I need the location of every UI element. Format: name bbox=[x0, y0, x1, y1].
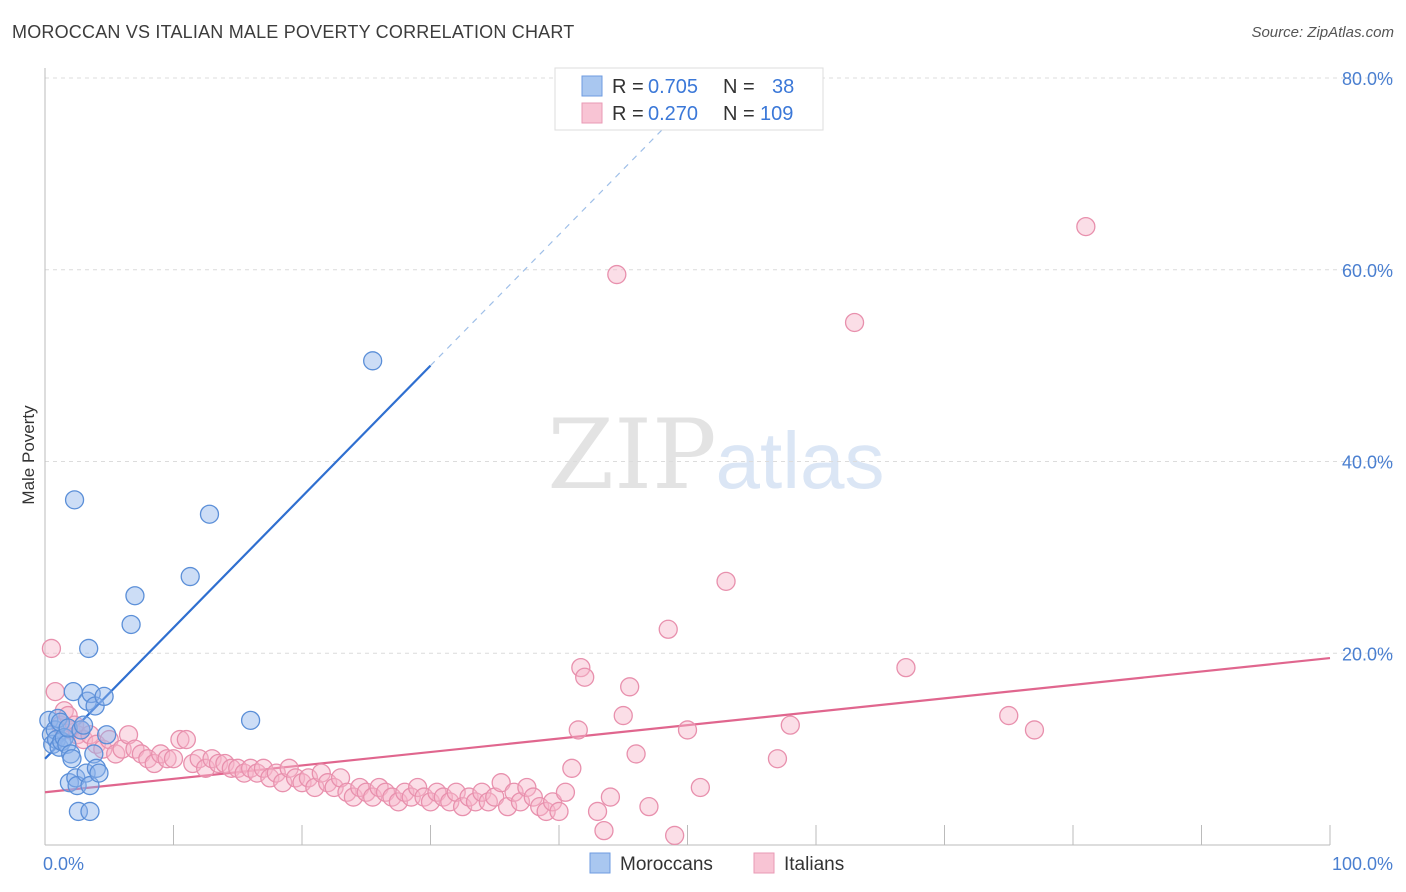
source-credit: Source: ZipAtlas.com bbox=[1251, 24, 1394, 41]
point-italians-103 bbox=[780, 715, 800, 735]
point-italians-84 bbox=[555, 782, 576, 802]
y-tick-label-3: 80.0% bbox=[1342, 69, 1393, 89]
point-italians-79 bbox=[523, 787, 543, 807]
watermark-atlas: atlas bbox=[716, 416, 885, 505]
point-italians-1 bbox=[45, 681, 65, 702]
x-tick-label-1: 100.0% bbox=[1332, 854, 1393, 874]
legend-r-label-1: R = bbox=[612, 76, 644, 98]
point-italians-61 bbox=[407, 777, 428, 798]
y-tick-label-0: 20.0% bbox=[1342, 644, 1393, 664]
data-points bbox=[39, 216, 1096, 846]
legend-r-value-2: 0.270 bbox=[648, 103, 698, 125]
point-italians-104 bbox=[844, 312, 865, 333]
legend-r-value-1: 0.705 bbox=[648, 76, 698, 98]
point-italians-87 bbox=[571, 657, 591, 678]
point-moroccans-10 bbox=[57, 734, 77, 754]
point-italians-41 bbox=[279, 758, 299, 778]
point-moroccans-31 bbox=[89, 763, 109, 783]
y-tick-label-1: 40.0% bbox=[1342, 453, 1393, 473]
point-italians-94 bbox=[620, 677, 640, 697]
point-italians-99 bbox=[677, 720, 698, 740]
axes bbox=[44, 68, 1331, 846]
point-italians-100 bbox=[690, 777, 710, 798]
point-moroccans-39 bbox=[363, 351, 383, 371]
point-italians-24 bbox=[170, 729, 190, 750]
point-italians-95 bbox=[626, 744, 646, 764]
point-italians-90 bbox=[594, 820, 614, 841]
point-moroccans-25 bbox=[80, 801, 100, 822]
chart-title: MOROCCAN VS ITALIAN MALE POVERTY CORRELA… bbox=[12, 22, 575, 42]
legend-n-label-1: N = bbox=[723, 76, 755, 98]
bottom-legend: Moroccans Italians bbox=[589, 852, 844, 875]
point-italians-101 bbox=[716, 571, 736, 591]
point-italians-105 bbox=[896, 657, 916, 678]
legend-n-value-2: 109 bbox=[760, 103, 793, 125]
point-italians-78 bbox=[517, 777, 537, 798]
point-italians-92 bbox=[607, 264, 627, 285]
point-italians-98 bbox=[665, 825, 685, 846]
legend-swatch-italians bbox=[581, 102, 603, 124]
point-moroccans-36 bbox=[180, 566, 200, 587]
stats-legend: R = 0.705 N = 38 R = 0.270 N = 109 bbox=[554, 67, 824, 131]
point-italians-102 bbox=[767, 749, 788, 769]
point-italians-10 bbox=[80, 725, 100, 745]
point-italians-25 bbox=[176, 729, 197, 750]
y-axis-title: Male Poverty bbox=[19, 405, 38, 505]
gridlines bbox=[45, 77, 1395, 654]
bottom-legend-label-moroccans: Moroccans bbox=[620, 854, 713, 875]
point-moroccans-34 bbox=[121, 614, 141, 635]
point-italians-106 bbox=[999, 705, 1019, 726]
point-moroccans-37 bbox=[199, 504, 220, 524]
point-italians-85 bbox=[562, 758, 582, 778]
point-italians-23 bbox=[163, 749, 184, 769]
point-italians-107 bbox=[1024, 720, 1045, 740]
point-moroccans-35 bbox=[125, 586, 145, 606]
point-moroccans-21 bbox=[73, 715, 94, 735]
x-tick-label-0: 0.0% bbox=[43, 854, 84, 874]
trendline-extension-moroccans bbox=[430, 103, 688, 367]
point-moroccans-24 bbox=[79, 638, 99, 659]
point-moroccans-16 bbox=[64, 490, 85, 510]
legend-n-label-2: N = bbox=[723, 103, 755, 125]
point-italians-83 bbox=[549, 801, 569, 822]
point-moroccans-38 bbox=[240, 710, 261, 731]
y-tick-label-2: 60.0% bbox=[1342, 261, 1393, 281]
point-moroccans-33 bbox=[97, 725, 117, 745]
legend-swatch-moroccans bbox=[581, 75, 603, 97]
bottom-legend-label-italians: Italians bbox=[784, 854, 844, 875]
point-italians-89 bbox=[587, 801, 608, 822]
point-moroccans-28 bbox=[84, 744, 104, 764]
point-italians-91 bbox=[600, 787, 621, 807]
trendline-moroccans bbox=[44, 364, 432, 760]
legend-r-label-2: R = bbox=[612, 103, 644, 125]
point-italians-82 bbox=[542, 792, 563, 812]
bottom-legend-swatch-italians bbox=[753, 852, 775, 874]
point-italians-46 bbox=[311, 763, 331, 783]
point-italians-86 bbox=[568, 720, 588, 740]
point-italians-96 bbox=[639, 797, 659, 817]
point-italians-0 bbox=[41, 638, 62, 659]
legend-n-value-1: 38 bbox=[772, 76, 794, 98]
point-italians-22 bbox=[157, 749, 177, 769]
point-italians-93 bbox=[613, 705, 633, 726]
point-italians-88 bbox=[575, 667, 595, 687]
point-italians-74 bbox=[491, 773, 511, 793]
point-italians-108 bbox=[1076, 216, 1096, 237]
point-moroccans-32 bbox=[94, 686, 114, 707]
point-moroccans-14 bbox=[62, 749, 82, 769]
tick-labels: 20.0% 40.0% 60.0% 80.0% 0.0% 100.0% bbox=[43, 69, 1393, 874]
bottom-legend-swatch-moroccans bbox=[589, 852, 611, 874]
watermark-zip: ZIP bbox=[547, 399, 716, 511]
point-italians-97 bbox=[658, 619, 678, 639]
